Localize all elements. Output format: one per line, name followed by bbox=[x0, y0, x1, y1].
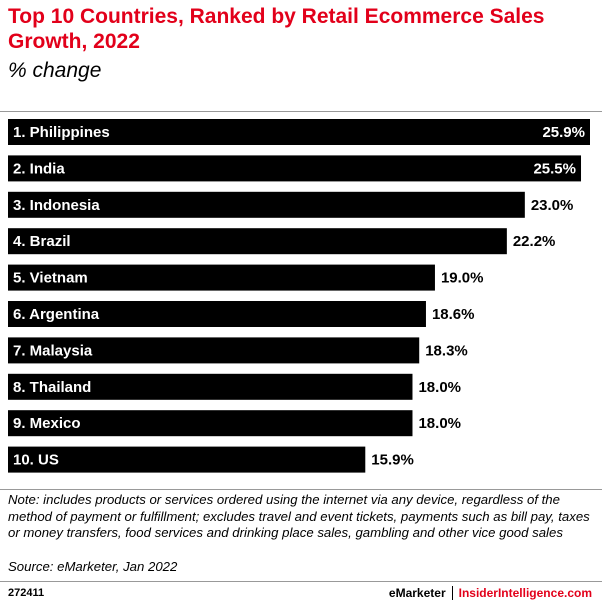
category-label: 8. Thailand bbox=[13, 379, 91, 396]
bar bbox=[8, 264, 435, 291]
rule bbox=[0, 581, 602, 582]
chart-title: Top 10 Countries, Ranked by Retail Ecomm… bbox=[8, 5, 545, 53]
category-label: 7. Malaysia bbox=[13, 342, 93, 359]
value-label: 18.6% bbox=[432, 306, 475, 323]
value-label: 25.9% bbox=[542, 124, 585, 141]
category-label: 2. India bbox=[13, 160, 65, 177]
chart: 1. Philippines 25.9% 2. India 25.5% 3. Indon… bbox=[8, 119, 590, 473]
bar bbox=[8, 191, 525, 218]
bar bbox=[8, 446, 366, 473]
bar bbox=[8, 410, 413, 437]
bar bbox=[8, 301, 426, 327]
footer-brands: eMarketer InsiderIntelligence.com bbox=[389, 586, 592, 600]
rule bbox=[0, 111, 602, 112]
category-label: 10. US bbox=[13, 452, 59, 469]
value-label: 18.3% bbox=[425, 342, 468, 359]
brand: eMarketer bbox=[389, 586, 453, 600]
value-label: 18.0% bbox=[418, 415, 461, 432]
value-label: 25.5% bbox=[533, 160, 576, 177]
chart-subtitle: % change bbox=[8, 59, 102, 82]
bar bbox=[8, 119, 590, 145]
chart-id: 272411 bbox=[8, 587, 45, 599]
brand-site: InsiderIntelligence.com bbox=[458, 586, 592, 600]
value-label: 23.0% bbox=[531, 197, 574, 214]
category-label: 9. Mexico bbox=[13, 415, 81, 432]
rule bbox=[0, 489, 602, 490]
category-label: 6. Argentina bbox=[13, 306, 100, 323]
source: Source: eMarketer, Jan 2022 bbox=[8, 559, 178, 574]
value-label: 19.0% bbox=[441, 270, 484, 287]
category-label: 1. Philippines bbox=[13, 124, 110, 141]
category-label: 5. Vietnam bbox=[13, 270, 88, 287]
value-label: 18.0% bbox=[418, 379, 461, 396]
value-label: 15.9% bbox=[371, 452, 414, 469]
note: Note: includes products or services orde… bbox=[8, 492, 590, 541]
value-label: 22.2% bbox=[513, 233, 556, 250]
bar bbox=[8, 155, 582, 182]
category-label: 4. Brazil bbox=[13, 233, 71, 250]
bar bbox=[8, 337, 420, 364]
category-label: 3. Indonesia bbox=[13, 197, 100, 214]
bar bbox=[8, 228, 507, 255]
bar bbox=[8, 373, 413, 400]
